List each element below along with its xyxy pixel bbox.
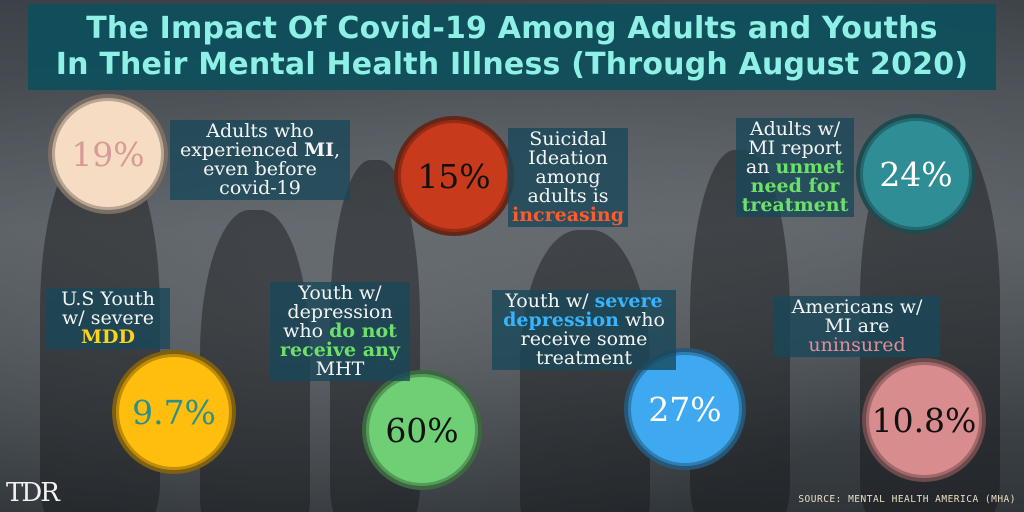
label-text: who [618,309,665,331]
title-line-2: In Their Mental Health Illness (Through … [55,47,969,82]
label-line: Ideation [512,149,624,168]
stat-value: 10.8% [871,400,977,440]
label-text: Americans w/ [791,296,923,318]
highlight-text: uninsured [808,334,906,356]
label-text: among [535,166,601,188]
stat-label-youth-mdd: U.S Youth w/ severe MDD [46,288,170,349]
stat-circle-youth-mdd: 9.7% [112,350,236,474]
label-line: depression [274,303,406,322]
stat-circle-suicidal-ideation: 15% [394,116,514,236]
label-line: U.S Youth [50,290,166,309]
label-text: even before [203,158,317,180]
label-text: covid-19 [219,177,301,199]
label-text: treatment [535,347,633,369]
label-line: MI are [778,317,936,336]
label-line: MDD [50,328,166,347]
highlight-text: MDD [81,326,135,348]
label-line: Youth w/ [274,284,406,303]
stat-value: 19% [71,134,145,174]
label-text: Youth w/ [505,290,595,312]
title-line-1: The Impact Of Covid-19 Among Adults and … [86,11,938,46]
label-line: experienced MI, [174,141,346,160]
title-banner [28,4,996,90]
label-line: covid-19 [174,179,346,198]
label-line: who do not [274,322,406,341]
label-line: Youth w/ severe [496,292,672,311]
label-text: depression [287,301,393,323]
label-text: an [745,156,776,178]
label-text: Suicidal [529,128,607,150]
stat-value: 9.7% [132,392,216,432]
stat-value: 60% [385,410,459,450]
label-line: treatment [740,196,850,215]
label-line: Suicidal [512,130,624,149]
label-line: even before [174,160,346,179]
stat-value: 27% [648,389,722,429]
label-text: U.S Youth [61,288,155,310]
stat-circle-unmet-need: 24% [856,114,976,234]
background-silhouette [520,230,650,512]
highlight-text: MI [304,139,334,161]
label-text: MHT [315,358,365,380]
highlight-text: severe [594,290,663,312]
stat-circle-adults-mi: 19% [48,94,168,214]
label-line: receive any [274,341,406,360]
label-text: Adults w/ [749,118,841,140]
stat-label-unmet-need: Adults w/MI report an unmet need for treatm… [736,118,854,217]
label-line: need for [740,177,850,196]
highlight-text: increasing [512,204,625,226]
label-line: MI report [740,139,850,158]
stat-label-adults-mi: Adults who experienced MI, even before covi… [170,120,350,200]
label-text: adults is [527,185,609,207]
stat-label-uninsured: Americans w/MI are uninsured [774,296,940,357]
label-text: w/ severe [61,307,154,329]
label-line: treatment [496,349,672,368]
highlight-text: receive any [280,339,400,361]
label-line: Americans w/ [778,298,936,317]
stat-circle-uninsured: 10.8% [862,358,986,482]
label-text: who [283,320,330,342]
stat-label-some-treatment: Youth w/ severe depression who receive som… [492,290,676,370]
label-line: uninsured [778,336,936,355]
highlight-text: treatment [741,194,849,216]
label-text: Adults who [206,120,314,142]
stat-value: 15% [417,156,491,196]
label-text: receive some [520,328,648,350]
label-line: w/ severe [50,309,166,328]
source-credit: SOURCE: MENTAL HEALTH AMERICA (MHA) [798,494,1016,505]
tdr-logo: TDR [6,478,60,508]
label-text: experienced [179,139,305,161]
label-line: MHT [274,360,406,379]
stat-label-no-treatment: Youth w/depression who do not receive any M… [270,282,410,381]
label-line: receive some [496,330,672,349]
label-line: adults is [512,187,624,206]
stat-label-suicidal-ideation: Suicidal Ideation among adults is increasing [508,128,628,227]
label-text: MI are [824,315,890,337]
highlight-text: need for [750,175,840,197]
label-line: increasing [512,206,624,225]
label-text: Youth w/ [298,282,382,304]
highlight-text: depression [503,309,619,331]
label-text: Ideation [528,147,608,169]
label-line: among [512,168,624,187]
label-text: , [333,139,341,161]
stat-value: 24% [879,154,953,194]
label-line: Adults who [174,122,346,141]
label-line: Adults w/ [740,120,850,139]
label-line: an unmet [740,158,850,177]
label-text: MI report [748,137,842,159]
highlight-text: do not [329,320,397,342]
highlight-text: unmet [775,156,845,178]
stat-circle-no-treatment: 60% [362,370,482,490]
label-line: depression who [496,311,672,330]
